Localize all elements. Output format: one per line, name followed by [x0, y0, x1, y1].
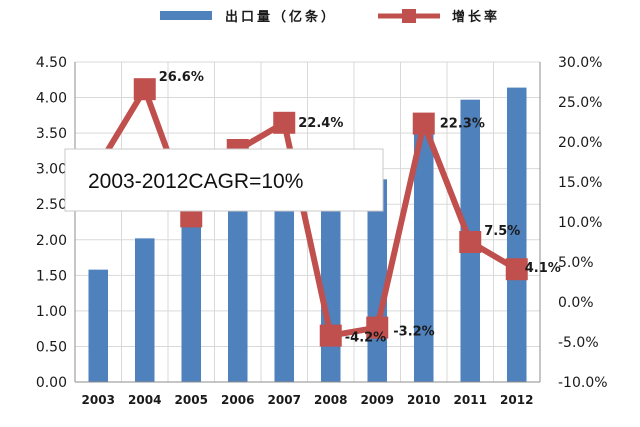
bar	[413, 133, 434, 382]
x-axis-tick-label: 2008	[314, 393, 347, 407]
x-axis-tick-label: 2009	[361, 393, 394, 407]
left-axis-tick-label: 1.50	[36, 268, 67, 284]
legend-swatch-bar	[160, 11, 212, 20]
right-axis-tick-label: 15.0%	[558, 175, 602, 191]
right-axis-tick-label: 30.0%	[558, 55, 602, 71]
x-axis-tick-label: 2012	[500, 393, 533, 407]
legend-label-growth-rate: 增长率	[452, 9, 500, 25]
x-axis-tick-label: 2003	[82, 393, 115, 407]
line-marker	[319, 324, 342, 347]
data-labels: 26.6% 22.4% -4.2% -3.2% 22.3% 7.5% 4.1%	[159, 70, 561, 345]
x-axis-tick-label: 2007	[268, 393, 301, 407]
data-label: 7.5%	[484, 224, 520, 239]
x-axis-tick-label: 2011	[454, 393, 487, 407]
right-axis-tick-label: 25.0%	[558, 95, 602, 111]
axes: 0.00 0.50 1.00 1.50 2.00 2.50 3.00 3.50 4.00 4.50…	[36, 55, 608, 407]
line-marker	[505, 258, 528, 281]
bar	[227, 207, 248, 382]
x-axis-tick-label: 2010	[407, 393, 440, 407]
data-label: -4.2%	[345, 331, 386, 346]
data-label: 4.1%	[525, 261, 561, 276]
x-axis-tick-label: 2006	[221, 393, 254, 407]
line-marker	[366, 316, 389, 339]
data-label: 22.4%	[298, 116, 343, 131]
data-label: 22.3%	[440, 117, 485, 132]
legend: 出口量（亿条） 增长率	[160, 9, 500, 25]
annotation-background	[64, 148, 384, 212]
left-axis-tick-label: 0.50	[36, 339, 67, 355]
left-axis-tick-label: 3.00	[36, 162, 67, 178]
left-axis-tick-label: 4.00	[36, 91, 67, 107]
line-marker	[133, 78, 156, 101]
left-axis-tick-label: 2.00	[36, 233, 67, 249]
right-axis-tick-label: 0.0%	[558, 295, 594, 311]
data-label: -3.2%	[393, 325, 434, 340]
data-label: 26.6%	[159, 70, 204, 85]
bar	[134, 238, 155, 382]
right-axis-tick-label: 20.0%	[558, 135, 602, 151]
right-axis-tick-label: -5.0%	[558, 335, 599, 351]
bar	[506, 87, 527, 382]
x-axis-tick-label: 2004	[128, 393, 161, 407]
left-axis-tick-label: 4.50	[36, 55, 67, 71]
cagr-annotation: 2003-2012CAGR=10%	[88, 170, 303, 193]
right-axis-tick-label: 10.0%	[558, 215, 602, 231]
left-axis-tick-label: 2.50	[36, 197, 67, 213]
annotation-box: 2003-2012CAGR=10%	[64, 148, 384, 212]
right-axis-tick-label: -10.0%	[558, 375, 608, 391]
bar	[274, 175, 295, 382]
bar	[88, 269, 109, 382]
line-marker	[273, 111, 296, 134]
legend-swatch-marker	[402, 9, 416, 23]
x-axis-tick-label: 2005	[175, 393, 208, 407]
left-axis-tick-label: 0.00	[36, 375, 67, 391]
right-axis-tick-label: 5.0%	[558, 255, 594, 271]
left-axis-tick-label: 3.50	[36, 126, 67, 142]
bar	[181, 222, 202, 382]
line-marker	[412, 112, 435, 135]
left-axis-tick-label: 1.00	[36, 304, 67, 320]
legend-label-export-volume: 出口量（亿条）	[225, 9, 337, 25]
line-marker	[459, 231, 482, 253]
